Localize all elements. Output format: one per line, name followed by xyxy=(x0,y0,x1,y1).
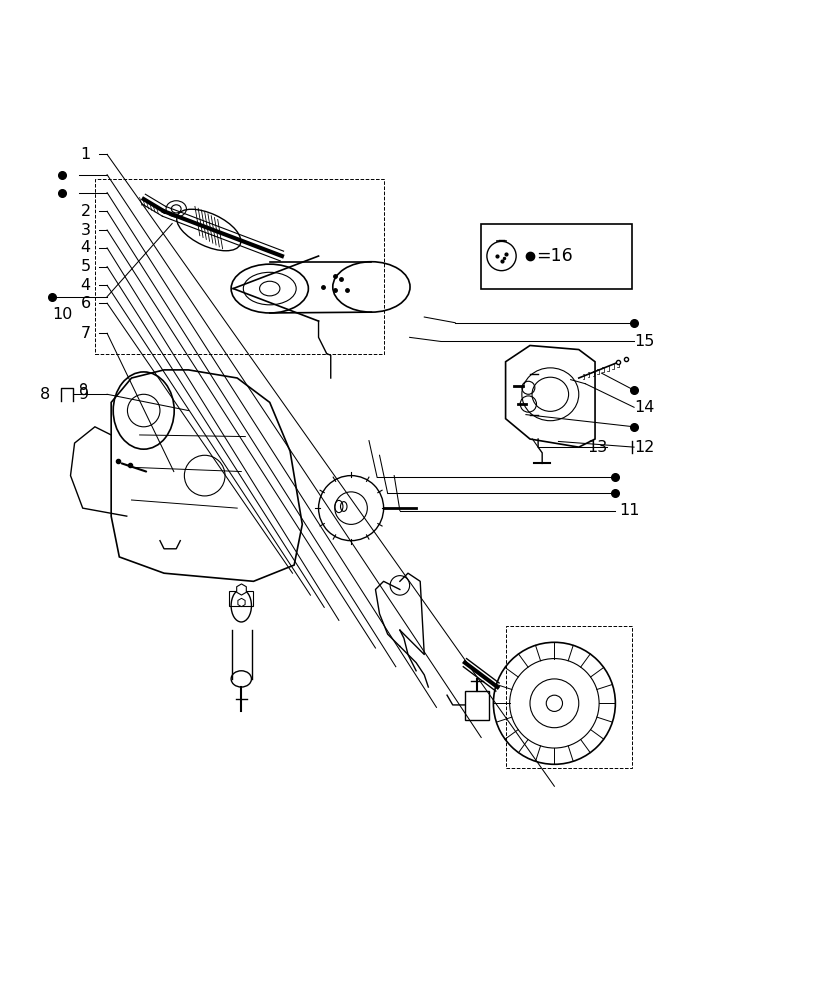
Text: 5: 5 xyxy=(81,259,91,274)
Text: 2: 2 xyxy=(81,204,91,219)
Text: 15: 15 xyxy=(634,334,654,349)
Text: 4: 4 xyxy=(81,240,91,255)
Text: 13: 13 xyxy=(587,440,607,455)
Text: 6: 6 xyxy=(81,296,91,311)
Text: 11: 11 xyxy=(619,503,640,518)
Text: 8: 8 xyxy=(40,387,50,402)
Text: 14: 14 xyxy=(634,400,654,415)
Text: 4: 4 xyxy=(81,278,91,293)
Bar xyxy=(506,626,632,768)
Bar xyxy=(465,691,490,720)
Text: 12: 12 xyxy=(634,440,654,455)
Bar xyxy=(95,179,384,354)
Bar xyxy=(481,224,632,289)
Text: 9: 9 xyxy=(78,387,89,402)
Text: =16: =16 xyxy=(536,247,573,265)
Bar xyxy=(229,591,254,606)
Text: 7: 7 xyxy=(81,326,91,341)
Text: 10: 10 xyxy=(51,307,72,322)
Text: 1: 1 xyxy=(81,147,91,162)
Text: 3: 3 xyxy=(81,223,91,238)
